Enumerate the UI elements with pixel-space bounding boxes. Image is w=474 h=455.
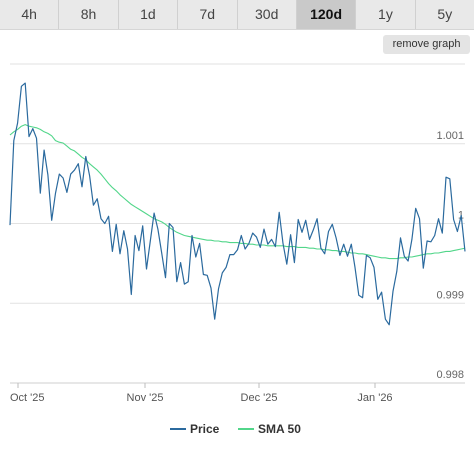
remove-graph-button[interactable]: remove graph	[383, 35, 470, 54]
sma50-series-line	[9, 124, 466, 260]
price-series-line	[9, 82, 466, 326]
legend-sma50[interactable]: SMA 50	[238, 422, 301, 436]
tab-8h[interactable]: 8h	[59, 0, 119, 29]
tab-120d[interactable]: 120d	[296, 0, 357, 29]
y-tick-label: 0.999	[436, 289, 464, 301]
tab-4h[interactable]: 4h	[0, 0, 60, 29]
time-range-tabs: 4h 8h 1d 7d 30d 120d 1y 5y	[0, 0, 474, 30]
x-tick-label: Oct '25	[10, 392, 45, 404]
tab-1y[interactable]: 1y	[356, 0, 416, 29]
x-tick-label: Nov '25	[127, 392, 164, 404]
y-tick-label: 0.998	[436, 369, 464, 381]
legend-price[interactable]: Price	[170, 422, 220, 436]
y-tick-label: 1.001	[436, 130, 464, 142]
x-tick-label: Dec '25	[241, 392, 278, 404]
tab-30d[interactable]: 30d	[237, 0, 297, 29]
legend-sma50-label: SMA 50	[258, 422, 301, 436]
tab-7d[interactable]: 7d	[178, 0, 238, 29]
tab-1d[interactable]: 1d	[118, 0, 179, 29]
legend-price-label: Price	[190, 422, 220, 436]
tab-5y[interactable]: 5y	[415, 0, 474, 29]
x-tick-label: Jan '26	[357, 392, 392, 404]
